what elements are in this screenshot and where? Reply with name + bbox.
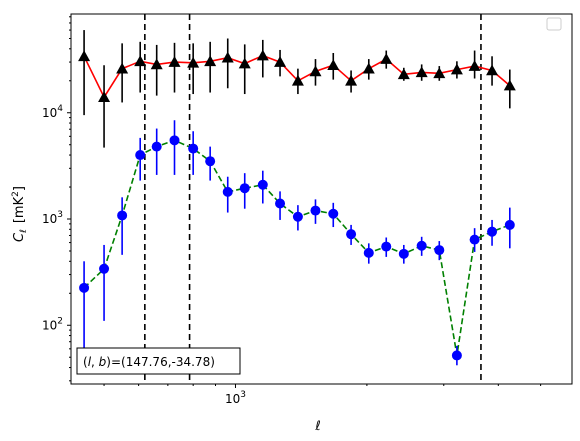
y-tick-base: 10 (42, 318, 57, 332)
series-0-point-8 (221, 51, 234, 63)
y-tick-label: 104 (42, 104, 63, 120)
series-0-point-15 (345, 74, 358, 86)
y-axis-label-unit-suffix: ] (12, 186, 27, 191)
series-0-point-16 (362, 62, 375, 74)
series-1-point-9 (239, 183, 250, 194)
series-1-point-13 (310, 205, 321, 216)
y-tick-exp: 4 (57, 104, 63, 114)
series-0-point-14 (327, 59, 340, 71)
legend-box (546, 17, 562, 31)
series-1-point-5 (169, 135, 180, 146)
y-tick-label: 103 (42, 210, 63, 226)
series-1 (79, 120, 515, 366)
series-1-point-2 (117, 210, 128, 221)
series-1-point-12 (292, 211, 303, 222)
x-tick-label: 103 (225, 390, 246, 406)
annotation-text-comma: , (91, 355, 99, 369)
y-tick-base: 10 (42, 106, 57, 120)
series-0-point-19 (415, 66, 428, 78)
annotation-text-l: l (88, 355, 92, 369)
y-axis-label-subscript: ℓ (19, 229, 29, 234)
series-1-point-11 (275, 198, 286, 209)
series-1-point-23 (487, 226, 498, 237)
series-0-point-24 (503, 79, 516, 91)
series-0-point-13 (309, 65, 322, 77)
series-1-point-21 (451, 350, 462, 361)
series-0-point-21 (450, 63, 463, 75)
y-tick-exp: 2 (57, 316, 63, 326)
axes-frame (70, 13, 573, 385)
series-0-point-18 (397, 68, 410, 80)
series-1-point-16 (363, 247, 374, 258)
series-1-point-20 (434, 245, 445, 256)
y-tick-exp: 3 (57, 210, 63, 220)
series-0-point-20 (433, 67, 446, 79)
series-0-point-23 (486, 64, 499, 76)
series-0-point-5 (168, 56, 181, 67)
series-0-point-4 (150, 58, 163, 70)
y-axis-label-unit-prefix: [mK (12, 196, 27, 223)
series-1-point-22 (469, 234, 480, 245)
y-axis-label: Cℓ [mK2] (11, 186, 29, 242)
y-tick-label: 102 (42, 316, 63, 332)
data-series (78, 30, 516, 366)
annotation-text: (l, b)=(147.76,-34.78) (83, 355, 215, 369)
series-0-point-12 (291, 74, 304, 86)
series-1-point-6 (188, 143, 199, 154)
y-axis-label-unit-exp: 2 (11, 191, 21, 197)
series-0-point-11 (274, 56, 287, 67)
series-0-point-9 (238, 57, 251, 69)
annotation-text-b: b (99, 355, 107, 369)
series-1-point-3 (135, 150, 146, 161)
series-0-point-10 (256, 49, 269, 61)
y-tick-base: 10 (42, 212, 57, 226)
series-0-point-2 (116, 62, 129, 74)
x-axis-label: ℓ (314, 419, 320, 434)
series-1-point-8 (222, 186, 233, 197)
annotation-box: (l, b)=(147.76,-34.78) (76, 347, 241, 375)
series-0-point-7 (204, 55, 217, 67)
series-1-point-4 (151, 141, 162, 152)
plot-background (71, 14, 572, 384)
series-1-point-18 (398, 248, 409, 259)
series-1-point-14 (328, 208, 339, 219)
series-1-point-10 (257, 179, 268, 190)
series-0 (78, 30, 516, 148)
series-0-point-17 (380, 53, 393, 64)
series-1-point-17 (381, 241, 392, 252)
series-1-point-19 (416, 240, 427, 251)
x-tick-base: 10 (225, 392, 240, 406)
series-1-point-24 (504, 219, 515, 230)
series-1-point-15 (346, 229, 357, 240)
annotation-text-prefix: ( (83, 355, 88, 369)
series-1-point-1 (99, 263, 110, 274)
series-0-point-1 (98, 91, 111, 103)
legend-frame (546, 17, 562, 31)
vertical-dashed-lines (144, 14, 482, 384)
series-1-point-7 (205, 156, 216, 167)
series-0-point-0 (78, 50, 91, 62)
series-0-point-3 (134, 55, 147, 67)
series-0-point-6 (187, 56, 200, 68)
annotation-text-values: )=(147.76,-34.78) (106, 355, 215, 369)
series-1-point-0 (79, 282, 90, 293)
x-tick-exp: 3 (240, 390, 246, 400)
annotation-frame (76, 347, 241, 375)
y-axis-label-text: Cℓ [mK2] (11, 186, 29, 242)
y-axis-label-symbol: C (12, 232, 27, 242)
series-0-point-22 (468, 60, 481, 71)
plot-area (71, 14, 572, 384)
